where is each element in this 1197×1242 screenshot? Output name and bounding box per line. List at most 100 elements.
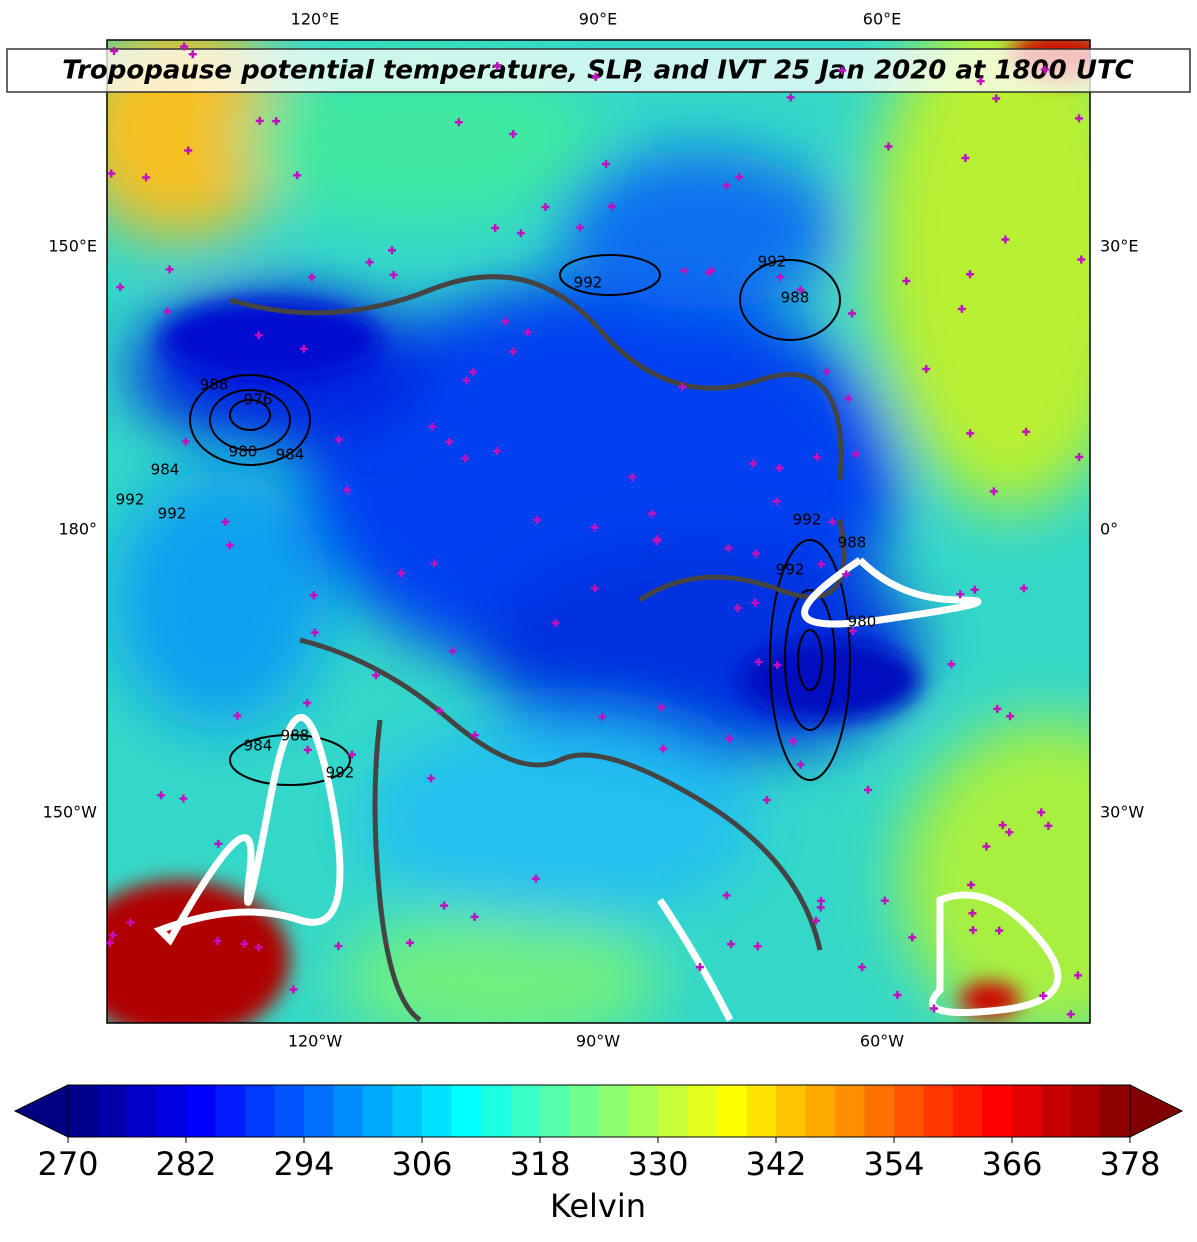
station-marker [598,712,607,721]
station-marker [435,706,444,715]
station-marker [310,628,319,637]
station-marker [976,77,985,86]
station-marker [817,560,826,569]
station-marker [591,584,600,593]
colorbar-segment [304,1085,334,1137]
station-marker [462,376,471,385]
station-marker [727,940,736,949]
colorbar-label: Kelvin [550,1187,646,1225]
colorbar-segment [864,1085,895,1137]
station-marker [214,839,223,848]
station-marker [293,171,302,180]
lon-label: 90°E [579,10,617,29]
station-marker [884,142,893,151]
station-marker [773,661,782,670]
lon-label: 150°W [43,803,98,822]
station-marker [179,794,188,803]
station-marker [786,93,795,102]
colorbar-segment [274,1085,305,1137]
station-marker [468,368,477,377]
contour-label: 984 [276,446,305,464]
station-marker [1039,991,1048,1000]
station-marker [707,266,716,275]
contour-label: 988 [200,376,229,394]
station-marker [509,347,518,356]
station-marker [181,437,190,446]
station-marker [180,42,189,51]
colorbar-segment [835,1085,865,1137]
station-marker [1074,114,1083,123]
station-marker [968,909,977,918]
station-marker [992,94,1001,103]
station-marker [470,912,479,921]
station-marker [749,459,758,468]
station-marker [844,394,853,403]
lon-label: 0° [1100,520,1118,539]
colorbar-tick-label: 294 [273,1145,334,1183]
contour-label: 980 [229,443,258,461]
station-marker [966,429,975,438]
station-marker [902,276,911,285]
station-marker [893,991,902,1000]
colorbar-segment [599,1085,629,1137]
station-marker [752,549,761,558]
station-marker [157,791,166,800]
colorbar-segment [363,1085,393,1137]
station-marker [225,541,234,550]
lon-label: 30°E [1100,237,1138,256]
station-marker [816,903,825,912]
contour-label: 992 [793,511,822,529]
station-marker [299,344,308,353]
station-marker [1006,712,1015,721]
station-marker [334,435,343,444]
station-marker [448,646,457,655]
station-marker [142,173,151,182]
station-marker [1019,584,1028,593]
station-marker [334,941,343,950]
station-marker [762,795,771,804]
station-marker [1001,235,1010,244]
station-marker [397,569,406,578]
station-marker [659,744,668,753]
station-marker [1040,65,1049,74]
colorbar-segment [1100,1085,1131,1137]
colorbar-segment [628,1085,659,1137]
station-marker [848,309,857,318]
colorbar-segment [1041,1085,1072,1137]
colorbar-segment [68,1085,98,1137]
colorbar-segment [333,1085,364,1137]
station-marker [427,774,436,783]
station-marker [576,223,585,232]
station-marker [993,704,1002,713]
lon-label: 180° [58,520,97,539]
station-marker [254,331,263,340]
station-marker [533,515,542,524]
title: Tropopause potential temperature, SLP, a… [62,56,1134,86]
colorbar-tick-label: 366 [981,1145,1042,1183]
station-marker [733,603,742,612]
colorbar-segment [186,1085,216,1137]
station-marker [969,926,978,935]
station-marker [751,598,760,607]
station-marker [908,933,917,942]
lon-label: 60°E [863,10,901,29]
lon-label: 90°W [576,1032,620,1051]
station-marker [1044,821,1053,830]
station-marker [725,734,734,743]
colorbar-tick-label: 282 [155,1145,216,1183]
colorbar-segment [805,1085,836,1137]
station-marker [348,750,357,759]
station-marker [289,985,298,994]
station-marker [754,657,763,666]
colorbar-segment [1071,1085,1101,1137]
station-marker [388,246,397,255]
slp-contours [189,254,851,786]
station-marker [430,559,439,568]
colorbar-segment [422,1085,452,1137]
station-marker [254,943,263,952]
station-marker [107,169,116,178]
station-marker [541,202,550,211]
station-marker [365,258,374,267]
colorbar-segment [953,1085,983,1137]
contour-label: 980 [848,613,877,631]
